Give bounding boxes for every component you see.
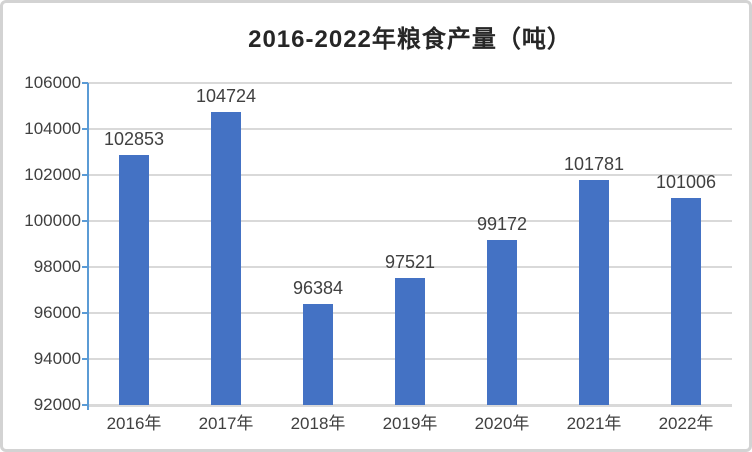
chart-title: 2016-2022年粮食产量（吨） <box>248 26 572 53</box>
y-axis-tick-label: 104000 <box>24 119 81 138</box>
bar-2022年 <box>671 197 701 405</box>
bar-2020年 <box>487 240 517 405</box>
y-axis-tick <box>82 404 88 406</box>
bar-2017年 <box>211 112 241 405</box>
bar-2016年 <box>119 155 149 405</box>
x-axis-category-label: 2022年 <box>658 414 714 433</box>
gridline <box>88 174 732 176</box>
bar-2019年 <box>395 278 425 405</box>
bar-value-label: 97521 <box>384 252 436 273</box>
y-axis-tick <box>82 220 88 222</box>
y-axis-tick <box>82 358 88 360</box>
y-axis-tick-label: 100000 <box>24 211 81 230</box>
x-axis-line <box>88 404 732 407</box>
y-axis-line <box>87 83 89 410</box>
x-axis-category-label: 2020年 <box>474 414 530 433</box>
x-axis-category-label: 2018年 <box>290 414 346 433</box>
y-axis-tick-label: 98000 <box>33 257 81 276</box>
y-axis-tick-label: 94000 <box>33 349 81 368</box>
x-axis-category-label: 2017年 <box>198 414 254 433</box>
x-axis-category-label: 2019年 <box>382 414 438 433</box>
bar-value-label: 101781 <box>563 154 625 175</box>
y-axis-tick-label: 92000 <box>33 395 81 414</box>
bar-value-label: 96384 <box>292 278 344 299</box>
y-axis-tick-label: 106000 <box>24 73 81 92</box>
gridline <box>88 220 732 222</box>
y-axis-tick <box>82 312 88 314</box>
gridline <box>88 128 732 130</box>
x-axis-category-label: 2016年 <box>106 414 162 433</box>
bar-value-label: 104724 <box>195 86 257 107</box>
bar-2018年 <box>303 304 333 405</box>
bar-2021年 <box>579 180 609 405</box>
y-axis-tick <box>82 82 88 84</box>
bar-value-label: 101006 <box>655 171 717 192</box>
bar-value-label: 102853 <box>103 129 165 150</box>
y-axis-tick <box>82 174 88 176</box>
y-axis-tick-label: 102000 <box>24 165 81 184</box>
bar-value-label: 99172 <box>476 214 528 235</box>
gridline <box>88 82 732 84</box>
gridline <box>88 266 732 268</box>
y-axis-tick-label: 96000 <box>33 303 81 322</box>
y-axis-tick <box>82 266 88 268</box>
plot-area: 92000 94000 96000 98000 100000 102000 104000 10… <box>3 3 749 449</box>
y-axis-tick <box>82 128 88 130</box>
x-axis-category-label: 2021年 <box>566 414 622 433</box>
